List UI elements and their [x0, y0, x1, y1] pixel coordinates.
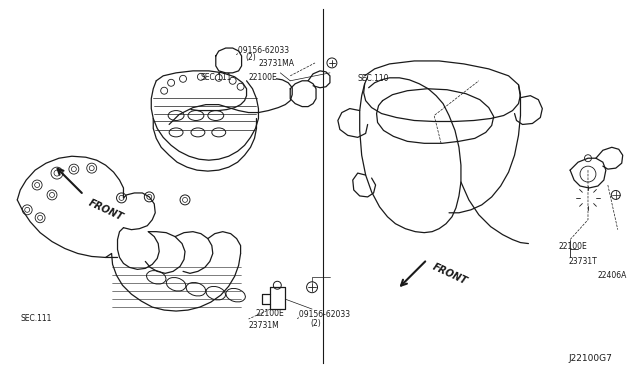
Text: ¸09156-62033: ¸09156-62033	[235, 45, 290, 54]
Text: FRONT: FRONT	[431, 262, 469, 286]
Text: SEC.111: SEC.111	[201, 73, 232, 82]
Text: ¸09156-62033: ¸09156-62033	[296, 309, 351, 318]
Text: FRONT: FRONT	[87, 198, 125, 223]
Text: 22100E: 22100E	[255, 309, 284, 318]
Text: J22100G7: J22100G7	[568, 354, 612, 363]
Text: (2): (2)	[310, 319, 321, 328]
Text: SEC.111: SEC.111	[20, 314, 52, 323]
Text: 23731MA: 23731MA	[259, 59, 294, 68]
Text: SEC.110: SEC.110	[358, 74, 389, 83]
Text: 23731M: 23731M	[248, 321, 279, 330]
Text: 22406A: 22406A	[598, 271, 627, 280]
Text: (2): (2)	[246, 53, 256, 62]
Text: 22100E: 22100E	[558, 241, 587, 251]
Text: 22100E: 22100E	[248, 73, 277, 82]
Text: 23731T: 23731T	[568, 257, 597, 266]
